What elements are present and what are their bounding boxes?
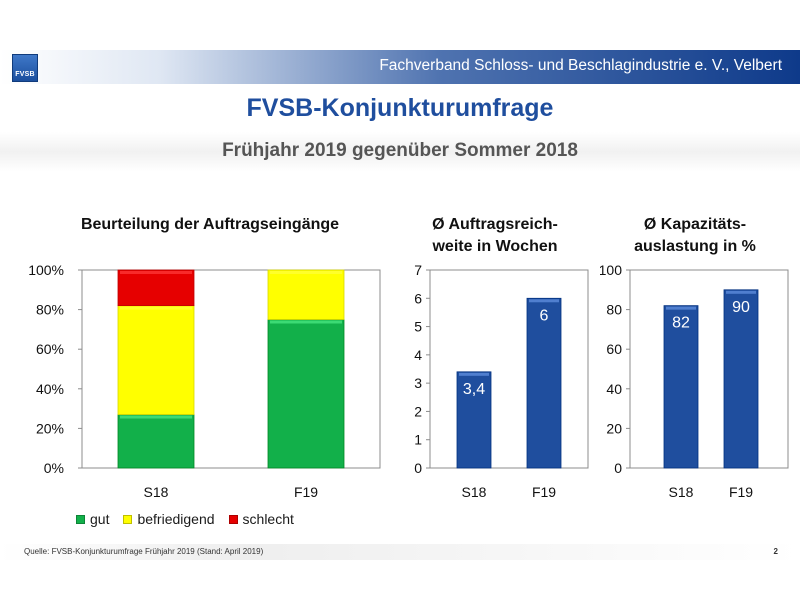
bar-highlight <box>666 306 696 310</box>
legend-swatch <box>228 514 238 524</box>
y-tick-label: 60 <box>606 341 622 357</box>
y-tick-label: 20 <box>606 420 622 436</box>
x-tick-label: S18 <box>144 484 169 500</box>
bar-highlight <box>726 290 756 294</box>
bar-segment-befriedigend <box>267 269 345 320</box>
fvsb-logo: FVSB <box>12 54 38 82</box>
subtitle-band <box>0 132 800 172</box>
bar <box>723 289 759 469</box>
y-tick-label: 100 <box>600 262 622 278</box>
y-tick-label: 0 <box>614 460 622 476</box>
data-label: 90 <box>732 299 750 316</box>
y-tick-label: 20% <box>36 420 64 436</box>
data-label: 3,4 <box>463 381 485 398</box>
chart-title-auftragseingaenge: Beurteilung der Auftragseingänge <box>80 216 340 233</box>
chart-title-line: auslastung in % <box>634 238 756 255</box>
y-tick-label: 7 <box>414 262 422 278</box>
legend-label: schlecht <box>242 511 294 527</box>
chart-legend: gut befriedigend schlecht <box>76 511 308 527</box>
bar-segment-highlight <box>270 271 342 274</box>
chart-title-auftragsreichweite: Ø Auftragsreich- weite in Wochen <box>410 214 580 258</box>
y-tick-label: 40 <box>606 381 622 397</box>
bar <box>663 305 699 469</box>
bar <box>456 371 492 469</box>
page-number: 2 <box>773 547 778 556</box>
chart-title-kapazitaetsauslastung: Ø Kapazitäts- auslastung in % <box>610 214 780 258</box>
legend-item-gut: gut <box>76 511 109 527</box>
x-tick-label: S18 <box>462 484 487 500</box>
x-tick-label: F19 <box>729 484 753 500</box>
legend-swatch <box>76 514 85 524</box>
bar-segment-gut <box>267 319 345 469</box>
plot-frame <box>629 269 789 469</box>
bar-segment-highlight <box>120 415 192 419</box>
chart-auftragseingaenge: 0% 20% 40% 60% 80% 100% S18 F19 <box>28 262 381 500</box>
legend-item-befriedigend: befriedigend <box>123 511 215 527</box>
y-tick-label: 60% <box>36 341 64 357</box>
legend-label: befriedigend <box>137 511 215 527</box>
chart-kapazitaetsauslastung: 0 20 40 60 80 100 S18 F19 82 90 <box>600 262 789 500</box>
footer-band <box>0 544 800 560</box>
bar-segment-highlight <box>270 320 342 324</box>
source-note: Quelle: FVSB-Konjunkturumfrage Frühjahr … <box>24 547 264 556</box>
page-subtitle: Frühjahr 2019 gegenüber Sommer 2018 <box>222 140 578 161</box>
y-tick-label: 6 <box>414 290 422 306</box>
legend-label: gut <box>90 511 110 527</box>
chart-title-line: Ø Auftragsreich- <box>432 216 558 233</box>
y-tick-label: 1 <box>414 432 422 448</box>
y-tick-label: 80% <box>36 302 64 318</box>
bar-segment-highlight <box>120 306 192 310</box>
y-tick-label: 80 <box>606 302 622 318</box>
legend-item-schlecht: schlecht <box>228 511 294 527</box>
y-tick-label: 100% <box>28 262 64 278</box>
x-tick-label: F19 <box>294 484 318 500</box>
x-tick-label: S18 <box>669 484 694 500</box>
y-tick-label: 3 <box>414 375 422 391</box>
data-label: 82 <box>672 315 690 332</box>
header-band <box>0 50 800 84</box>
y-tick-label: 2 <box>414 403 422 419</box>
y-tick-label: 40% <box>36 381 64 397</box>
y-tick-label: 5 <box>414 319 422 335</box>
chart-auftragsreichweite: 0 1 2 3 4 5 6 7 S18 F19 3,4 6 <box>414 262 589 500</box>
bar-segment-highlight <box>120 271 192 274</box>
y-tick-label: 0% <box>44 460 64 476</box>
bar-highlight <box>529 299 559 303</box>
legend-swatch <box>123 514 133 524</box>
bar-segment-schlecht <box>117 269 195 307</box>
y-tick-label: 4 <box>414 347 422 363</box>
bar <box>526 297 562 469</box>
plot-frame <box>429 269 589 469</box>
bar-segment-befriedigend <box>117 305 195 415</box>
page-title: FVSB-Konjunkturumfrage <box>246 94 554 122</box>
y-tick-label: 0 <box>414 460 422 476</box>
chart-title-line: weite in Wochen <box>432 238 558 255</box>
bar-segment-gut <box>117 414 195 469</box>
bar-highlight <box>459 372 489 376</box>
organization-name: Fachverband Schloss- und Beschlagindustr… <box>379 57 782 74</box>
data-label: 6 <box>540 307 549 324</box>
x-tick-label: F19 <box>532 484 556 500</box>
chart-title-line: Ø Kapazitäts- <box>643 216 747 233</box>
